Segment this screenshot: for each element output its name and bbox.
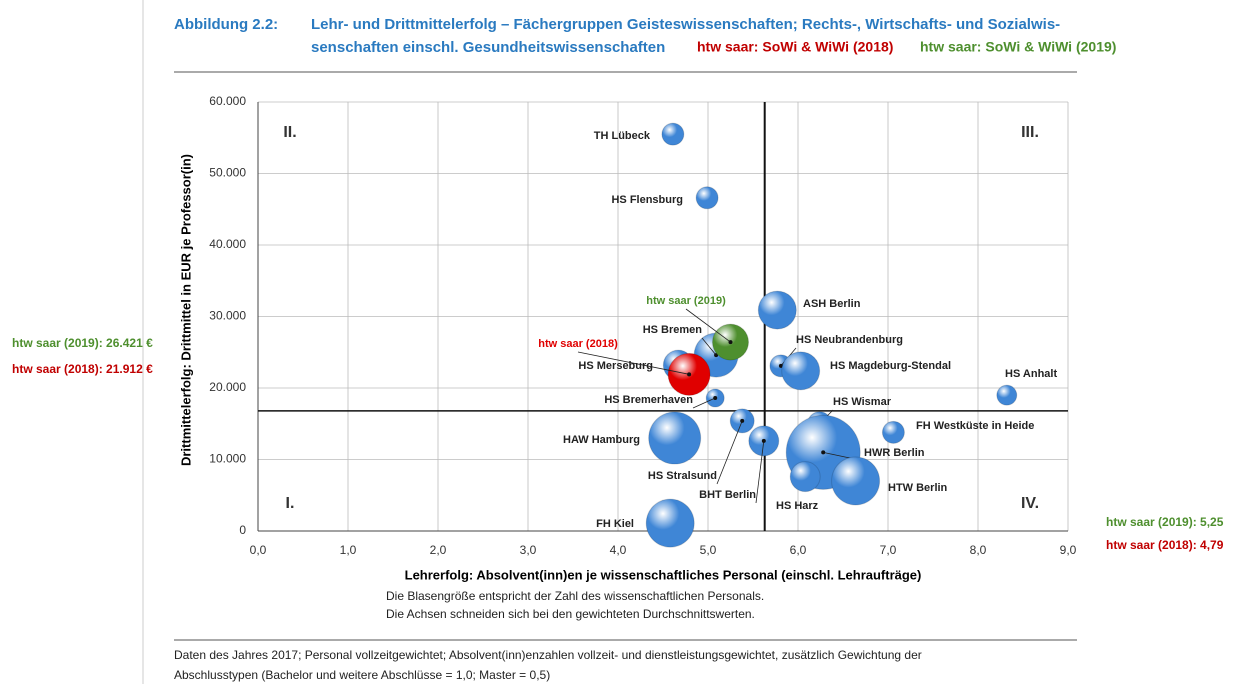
bubble-label: HTW Berlin	[888, 482, 948, 494]
y-tick-label: 10.000	[209, 452, 246, 466]
footer: Abschlusstypen (Bachelor und weitere Abs…	[174, 668, 550, 682]
quadrant-label: III.	[1021, 124, 1039, 141]
bubble-label: HS Neubrandenburg	[796, 334, 903, 346]
bubble	[648, 411, 702, 465]
x-tick-label: 2,0	[430, 543, 447, 557]
x-tick-label: 7,0	[880, 543, 897, 557]
bubble	[881, 420, 905, 444]
leader-dot	[821, 450, 826, 455]
quadrant-label: IV.	[1021, 495, 1039, 512]
bubble-label: HS Anhalt	[1005, 368, 1057, 380]
x-tick-label: 4,0	[610, 543, 627, 557]
bubble-label: HS Flensburg	[611, 194, 683, 206]
bubble	[757, 290, 797, 330]
bubble	[661, 122, 685, 146]
x-tick-label: 0,0	[250, 543, 267, 557]
leader-dot	[687, 372, 692, 377]
bubble-label: htw saar (2019)	[646, 295, 726, 307]
bubble-label: HS Harz	[776, 500, 819, 512]
title: Lehr- und Drittmittelerfolg – Fächergrup…	[311, 16, 1060, 33]
bubble-label: BHT Berlin	[699, 489, 756, 501]
leader	[701, 337, 717, 356]
bubble-label: ASH Berlin	[803, 298, 861, 310]
leader-dot	[714, 353, 719, 358]
annotation: htw saar (2018): 4,79	[1106, 538, 1224, 552]
footer: Daten des Jahres 2017; Personal vollzeit…	[174, 648, 922, 662]
leader	[692, 397, 716, 409]
bubble	[695, 186, 719, 210]
leader-dot	[740, 418, 745, 423]
leader	[685, 308, 731, 343]
x-axis-label: Lehrerfolg: Absolvent(inn)en je wissensc…	[405, 567, 922, 582]
bubble-label: TH Lübeck	[594, 130, 651, 142]
quadrant-label: I.	[286, 495, 295, 512]
x-tick-label: 6,0	[790, 543, 807, 557]
leader-dot	[728, 340, 733, 345]
leader	[577, 351, 690, 375]
bubble	[781, 351, 821, 391]
note: Die Blasengröße entspricht der Zahl des …	[386, 589, 764, 603]
bubble-label: HS Stralsund	[648, 470, 717, 482]
x-tick-label: 9,0	[1060, 543, 1077, 557]
x-tick-label: 5,0	[700, 543, 717, 557]
annotation: htw saar (2019): 5,25	[1106, 515, 1224, 529]
bubble-label: HS Bremen	[643, 324, 703, 336]
bubble	[831, 456, 881, 506]
leader	[755, 440, 765, 504]
bubble-label: HS Magdeburg-Stendal	[830, 360, 951, 372]
y-tick-label: 30.000	[209, 309, 246, 323]
leader-dot	[713, 396, 718, 401]
bubble-label: FH Westküste in Heide	[916, 420, 1034, 432]
y-axis-label: Drittmittelerfolg: Drittmittel in EUR je…	[178, 154, 193, 466]
quadrant-label: II.	[283, 124, 296, 141]
x-tick-label: 8,0	[970, 543, 987, 557]
y-tick-label: 40.000	[209, 237, 246, 251]
leader	[716, 420, 743, 485]
bubble-label: FH Kiel	[596, 518, 634, 530]
figure-number: Abbildung 2.2:	[174, 16, 278, 33]
bubble-label: htw saar (2018)	[538, 338, 618, 350]
bubble-label: HAW Hamburg	[563, 434, 640, 446]
tag-2018: htw saar: SoWi & WiWi (2018)	[697, 39, 893, 55]
leader-dot	[761, 438, 766, 443]
y-tick-label: 50.000	[209, 166, 246, 180]
y-tick-label: 20.000	[209, 380, 246, 394]
bubble-label: HWR Berlin	[864, 447, 925, 459]
annotation: htw saar (2018): 21.912 €	[12, 362, 153, 376]
bubble	[996, 384, 1018, 406]
bubble-label: HS Wismar	[833, 396, 892, 408]
y-tick-label: 60.000	[209, 94, 246, 108]
note: Die Achsen schneiden sich bei den gewich…	[386, 607, 755, 621]
bubble-label: HS Bremerhaven	[604, 394, 693, 406]
bubble-label: HS Merseburg	[578, 360, 653, 372]
bubble	[645, 498, 695, 548]
annotation: htw saar (2019): 26.421 €	[12, 336, 153, 350]
leader-dot	[778, 363, 783, 368]
x-tick-label: 1,0	[340, 543, 357, 557]
bubble	[789, 461, 821, 493]
x-tick-label: 3,0	[520, 543, 537, 557]
tag-2019: htw saar: SoWi & WiWi (2019)	[920, 39, 1116, 55]
y-tick-label: 0	[239, 523, 246, 537]
title: senschaften einschl. Gesundheitswissensc…	[311, 39, 665, 56]
